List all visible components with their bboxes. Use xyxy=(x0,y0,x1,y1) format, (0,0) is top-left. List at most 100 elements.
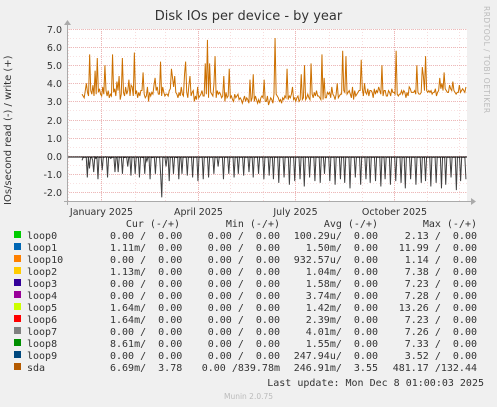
legend-max: 7.26 / 0.00 xyxy=(404,327,477,338)
legend-row: loop9 0.00 / 0.00 0.00 / 0.00 247.94u/ 0.00… xyxy=(0,351,497,363)
x-tick-label: January 2025 xyxy=(69,207,133,218)
legend-avg: 246.91m/ 3.55 xyxy=(293,363,378,374)
legend-max: 7.33 / 0.00 xyxy=(404,339,477,350)
legend-avg: 2.39m/ 0.00 xyxy=(305,315,378,326)
legend-cur: 0.00 / 0.00 xyxy=(110,291,183,302)
x-tick-label: April 2025 xyxy=(174,207,223,218)
legend-swatch xyxy=(14,315,21,322)
legend-name: loop8 xyxy=(27,339,58,350)
legend-max: 13.26 / 0.00 xyxy=(398,303,477,314)
y-tick-label: 4.0 xyxy=(47,79,62,90)
legend-swatch xyxy=(14,231,21,238)
legend-swatch xyxy=(14,267,21,274)
legend-min: 0.00 / 0.00 xyxy=(207,327,280,338)
rrdtool-watermark: RRDTOOL / TOBI OETIKER xyxy=(482,6,491,114)
legend-name: loop7 xyxy=(27,327,58,338)
legend-avg: 932.57u/ 0.00 xyxy=(293,255,378,266)
y-tick-label: 3.0 xyxy=(47,97,62,108)
legend-max: 1.14 / 0.00 xyxy=(404,255,477,266)
y-tick-label: 5.0 xyxy=(47,61,62,72)
legend-row: loop1 1.11m/ 0.00 0.00 / 0.00 1.50m/ 0.00 11… xyxy=(0,243,497,255)
legend-row: loop10 0.00 / 0.00 0.00 / 0.00 932.57u/ 0.0… xyxy=(0,255,497,267)
legend-name: loop3 xyxy=(27,279,58,290)
legend-max: 7.23 / 0.00 xyxy=(404,279,477,290)
legend-min: 0.00 / 0.00 xyxy=(207,267,280,278)
legend-min: 0.00 / 0.00 xyxy=(207,291,280,302)
legend-row: loop8 8.61m/ 0.00 0.00 / 0.00 1.55m/ 0.00 7.… xyxy=(0,339,497,351)
legend-cur: 0.00 / 0.00 xyxy=(110,327,183,338)
legend-row: loop2 1.13m/ 0.00 0.00 / 0.00 1.04m/ 0.00 7.… xyxy=(0,267,497,279)
legend-swatch xyxy=(14,303,21,310)
y-axis-arrow xyxy=(64,20,71,25)
legend-swatch xyxy=(14,327,21,334)
legend-row: loop5 1.64m/ 0.00 0.00 / 0.00 1.42m/ 0.00 13… xyxy=(0,303,497,315)
legend-min: 0.00 /839.78m xyxy=(201,363,280,374)
y-tick-label: -1.0 xyxy=(43,170,62,181)
sda-read-line xyxy=(81,155,467,198)
legend-max: 7.23 / 0.00 xyxy=(404,315,477,326)
legend-avg: 1.58m/ 0.00 xyxy=(305,279,378,290)
legend-min: 0.00 / 0.00 xyxy=(207,243,280,254)
y-tick-label: 1.0 xyxy=(47,134,62,145)
legend-cur: 0.00 / 0.00 xyxy=(110,279,183,290)
legend-avg: 1.04m/ 0.00 xyxy=(305,267,378,278)
legend-avg: 1.50m/ 0.00 xyxy=(305,243,378,254)
legend-avg: 1.55m/ 0.00 xyxy=(305,339,378,350)
legend-name: loop5 xyxy=(27,303,58,314)
legend-avg: 100.29u/ 0.00 xyxy=(293,231,378,242)
legend-avg: 4.01m/ 0.00 xyxy=(305,327,378,338)
x-tick-label: October 2025 xyxy=(362,207,427,218)
legend-swatch xyxy=(14,363,21,370)
legend-swatch xyxy=(14,279,21,286)
legend-max: 2.13 / 0.00 xyxy=(404,231,477,242)
legend-name: loop2 xyxy=(27,267,58,278)
series-group xyxy=(81,38,467,198)
x-axis-arrow xyxy=(471,198,476,205)
last-update: Last update: Mon Dec 8 01:00:03 2025 xyxy=(267,378,484,389)
legend-name: loop0 xyxy=(27,231,58,242)
legend-table: Cur (-/+) Min (-/+) Avg (-/+) Max (-/+) … xyxy=(0,219,497,375)
legend-name: loop4 xyxy=(27,291,58,302)
legend-avg: 3.74m/ 0.00 xyxy=(305,291,378,302)
legend-rows: loop0 0.00 / 0.00 0.00 / 0.00 100.29u/ 0.00… xyxy=(0,231,497,375)
legend-swatch xyxy=(14,243,21,250)
legend-name: loop10 xyxy=(27,255,64,266)
legend-swatch xyxy=(14,255,21,262)
legend-cur: 1.13m/ 0.00 xyxy=(110,267,183,278)
legend-cur: 1.11m/ 0.00 xyxy=(110,243,183,254)
chart-canvas: -2.0 -1.0 0.0 1.0 2.0 3.0 4.0 5.0 6.0 7.0 January… xyxy=(43,20,476,218)
legend-name: sda xyxy=(27,363,46,374)
y-ticks: -2.0 -1.0 0.0 1.0 2.0 3.0 4.0 5.0 6.0 7.0 xyxy=(43,25,62,199)
legend-row: sda 6.69m/ 3.78 0.00 /839.78m 246.91m/ 3.55… xyxy=(0,363,497,375)
legend-name: loop6 xyxy=(27,315,58,326)
legend-min: 0.00 / 0.00 xyxy=(207,255,280,266)
legend-header: Cur (-/+) Min (-/+) Avg (-/+) Max (-/+) xyxy=(0,219,497,231)
x-tick-label: July 2025 xyxy=(272,207,317,218)
legend-max: 3.52 / 0.00 xyxy=(404,351,477,362)
legend-avg: 1.42m/ 0.00 xyxy=(305,303,378,314)
y-tick-label: 7.0 xyxy=(47,25,62,36)
legend-cur: 1.64m/ 0.00 xyxy=(110,303,183,314)
sda-write-line xyxy=(81,38,467,106)
legend-swatch xyxy=(14,339,21,346)
plot-area xyxy=(67,29,467,201)
legend-cur: 1.64m/ 0.00 xyxy=(110,315,183,326)
legend-row: loop4 0.00 / 0.00 0.00 / 0.00 3.74m/ 0.00 7.… xyxy=(0,291,497,303)
legend-cur: 0.00 / 0.00 xyxy=(110,231,183,242)
x-ticks: January 2025 April 2025 July 2025 October 2… xyxy=(69,207,427,218)
legend-row: loop7 0.00 / 0.00 0.00 / 0.00 4.01m/ 0.00 7.… xyxy=(0,327,497,339)
y-tick-label: 0.0 xyxy=(47,152,62,163)
legend-header-min: Min (-/+) xyxy=(225,219,280,230)
legend-min: 0.00 / 0.00 xyxy=(207,303,280,314)
legend-row: loop6 1.64m/ 0.00 0.00 / 0.00 2.39m/ 0.00 7.… xyxy=(0,315,497,327)
legend-max: 481.17 /132.44 xyxy=(392,363,477,374)
legend-row: loop0 0.00 / 0.00 0.00 / 0.00 100.29u/ 0.00… xyxy=(0,231,497,243)
legend-cur: 8.61m/ 0.00 xyxy=(110,339,183,350)
legend-max: 7.38 / 0.00 xyxy=(404,267,477,278)
legend-swatch xyxy=(14,351,21,358)
y-tick-label: -2.0 xyxy=(43,188,62,199)
legend-avg: 247.94u/ 0.00 xyxy=(293,351,378,362)
legend-max: 11.99 / 0.00 xyxy=(398,243,477,254)
legend-min: 0.00 / 0.00 xyxy=(207,339,280,350)
y-tick-label: 2.0 xyxy=(47,116,62,127)
